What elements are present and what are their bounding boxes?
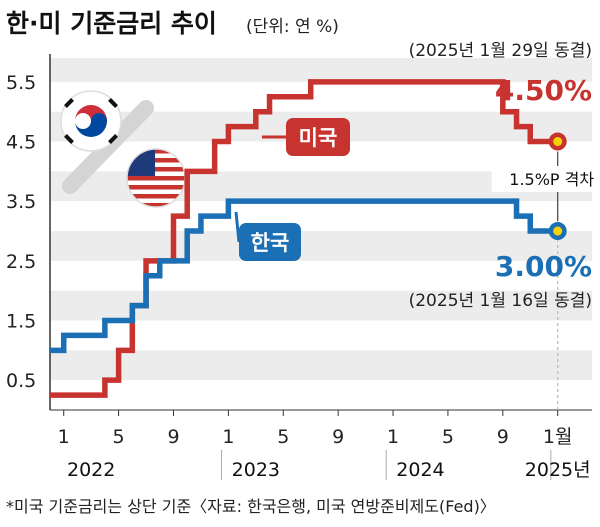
kr-end-value: 3.00% [495,250,592,283]
us-flag-stripe [127,158,185,163]
divider-slash [62,100,154,194]
x-tick-label: 9 [332,426,344,448]
us-flag-stripe [127,189,185,194]
gap-label-bg [491,166,600,192]
year-label: 2022 [67,459,115,481]
series-name-label: 한국 [251,231,290,255]
x-tick-label: 5 [113,426,125,448]
x-tick-label: 1 [222,426,234,448]
series-name-box-kr: 한국 [234,211,301,261]
us-flag-stripe [127,198,185,203]
year-label: 2025년 [525,459,591,481]
x-tick-label: 1 [387,426,399,448]
y-tick-label: 2.5 [6,251,36,273]
korea-flag-icon [60,90,122,152]
name-box-pointer [234,211,241,243]
grid-band [50,350,592,381]
us-flag-stripe [127,176,185,181]
us-flag-stripe [127,167,185,172]
x-tick-label: 1월 [543,426,573,448]
year-label: 2023 [232,459,280,481]
us-flag-body [127,149,185,207]
y-tick-label: 3.5 [6,191,36,213]
name-box-bg [286,118,350,156]
trigram-mark [108,134,118,144]
end-point-inner-kr [553,226,563,236]
us-flag-stripe [127,203,185,207]
us-flag-stripe [127,185,185,190]
y-tick-label: 0.5 [6,370,36,392]
series-line-us [50,79,558,398]
y-tick-label: 1.5 [6,311,36,333]
year-label: 2024 [396,459,444,481]
trigram-mark [64,134,74,144]
end-point-inner-us [553,137,563,147]
taegeuk-blue [75,113,107,137]
us-flag-stripe [127,149,185,154]
series-line-kr [50,198,558,354]
x-tick-label: 1 [58,426,70,448]
trigram-mark [108,98,118,108]
x-tick-label: 5 [442,426,454,448]
x-tick-label: 9 [497,426,509,448]
series-name-label: 미국 [299,126,338,150]
x-tick-label: 9 [167,426,179,448]
us-end-note: (2025년 1월 29일 동결) [409,41,592,61]
kr-end-note: (2025년 1월 16일 동결) [409,291,592,311]
us-flag-stripe [127,153,185,158]
series-layer [50,79,567,410]
grid-band [50,231,592,261]
series-name-box-us: 미국 [262,118,350,156]
chart-title: 한·미 기준금리 추이 [6,9,217,38]
chart-footnote: *미국 기준금리는 상단 기준〈자료: 한국은행, 미국 연방준비제도(Fed)… [6,497,496,516]
y-tick-label: 5.5 [6,72,36,94]
y-tick-label: 4.5 [6,132,36,154]
us-flag-stripe [127,180,185,185]
chart-unit: (단위: 연 %) [246,17,339,37]
us-end-value: 4.50% [495,74,592,107]
name-box-bg [239,223,301,261]
trigram-mark [64,98,74,108]
grid-band [50,58,592,82]
us-flag-stripe [127,194,185,199]
gap-annotation-label: 1.5%P 격차 [509,170,594,189]
us-flag-stripe [127,162,185,167]
x-tick-label: 5 [277,426,289,448]
us-flag-stripe [127,171,185,176]
